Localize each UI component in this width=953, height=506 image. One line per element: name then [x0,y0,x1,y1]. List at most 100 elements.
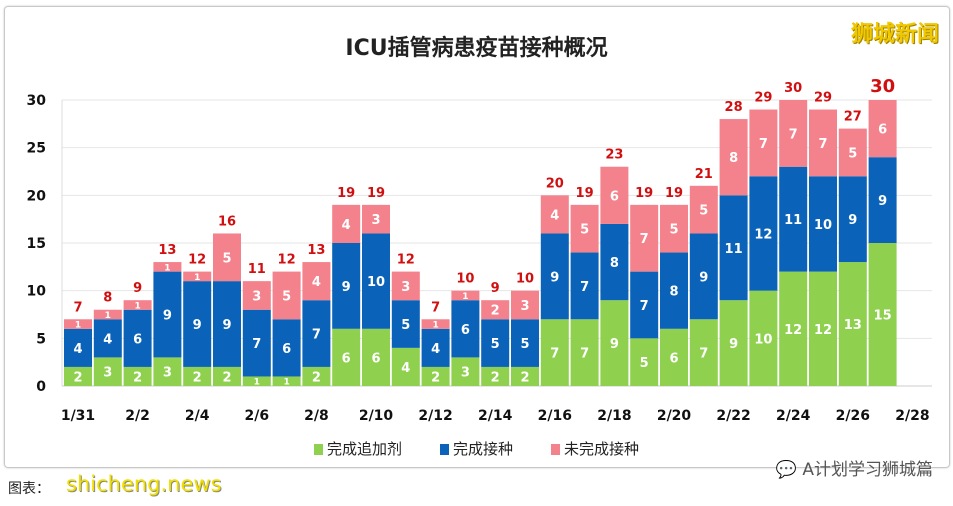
bar-segment [481,300,510,320]
bar-value-label: 7 [699,347,708,362]
bar-value-label: 3 [401,280,410,295]
total-label: 16 [218,214,236,229]
total-label: 7 [73,300,82,315]
bar-segment [64,319,92,329]
bar-value-label: 4 [401,361,410,376]
x-tick-label: 2/18 [597,408,631,424]
bar-value-label: 2 [431,370,440,385]
total-label: 13 [307,243,325,258]
bar-value-label: 5 [699,204,708,219]
bar-value-label: 6 [371,351,380,366]
bar-value-label: 8 [669,285,678,300]
legend-item-booster: 完成追加剂 [313,438,402,459]
bar-value-label: 3 [461,366,470,381]
bar-segment [451,290,480,301]
brand-logo: 狮城新闻 [850,22,939,47]
bar-segment [630,204,659,272]
bar-value-label: 1 [254,378,260,388]
total-label: 28 [725,100,743,115]
bar-segment [242,281,271,310]
x-tick-label: 2/4 [185,408,210,424]
y-tick-label: 30 [27,93,47,109]
bar-value-label: 8 [610,256,619,271]
bar-value-label: 9 [610,337,619,352]
bar-value-label: 6 [610,189,619,204]
bar-value-label: 7 [580,280,589,295]
bar-value-label: 9 [193,318,202,333]
bar-value-label: 6 [669,351,678,366]
bar-segment [540,195,569,234]
bar-segment [272,319,301,377]
bar-value-label: 1 [75,320,81,330]
bar-segment [64,366,92,386]
bar-value-label: 2 [73,370,82,385]
bar-segment [93,357,122,386]
bar-value-label: 2 [193,370,202,385]
bar-value-label: 7 [312,328,321,343]
bar-segment [868,100,897,158]
bar-segment [391,347,420,386]
bar-value-label: 1 [164,263,170,273]
bar-segment [838,176,867,263]
bar-segment [600,166,629,224]
bar-value-label: 7 [759,137,768,152]
x-tick-label: 2/22 [716,408,750,424]
bar-value-label: 2 [133,370,142,385]
bar-segment [779,166,808,272]
bar-value-label: 1 [462,292,468,302]
bar-value-label: 11 [784,213,802,228]
bar-segment [660,204,688,253]
bar-segment [511,290,539,320]
bar-segment [570,204,599,253]
bar-value-label: 4 [550,208,559,223]
bar-value-label: 1 [432,320,438,330]
bar-value-label: 1 [105,311,111,321]
bar-value-label: 6 [133,332,142,347]
bar-value-label: 4 [431,342,440,357]
x-tick-label: 2/28 [895,408,929,424]
y-tick-label: 25 [27,141,46,157]
bar-segment [540,233,569,320]
legend-swatch [313,444,323,455]
bar-value-label: 7 [789,127,798,142]
bar-segment [183,281,212,367]
bar-segment [779,271,808,386]
bar-segment [451,300,480,358]
bar-value-label: 12 [784,323,802,338]
bar-segment [332,204,361,243]
bar-segment [213,233,241,282]
legend-item-completed: 完成接种 [439,438,513,459]
bar-segment [511,319,539,367]
bar-value-label: 5 [401,318,410,333]
bar-segment [272,271,301,320]
legend-label: 未完成接种 [564,440,640,458]
total-label: 19 [576,186,594,201]
bar-segment [630,271,659,339]
total-label: 13 [158,243,176,258]
bar-value-label: 8 [729,151,738,166]
bar-segment [481,319,510,367]
bar-value-label: 2 [491,370,500,385]
bar-value-label: 6 [282,342,291,357]
bar-value-label: 3 [371,213,380,228]
bar-segment [600,300,629,386]
bar-segment [93,309,122,320]
bar-segment [213,281,241,367]
bar-segment [153,357,182,386]
bar-value-label: 11 [725,242,743,257]
bar-segment [332,243,361,329]
total-label: 10 [456,272,474,287]
bar-value-label: 4 [103,332,112,347]
legend-item-incomplete: 未完成接种 [551,438,639,459]
bar-value-label: 9 [848,213,857,228]
x-tick-label: 2/12 [418,408,452,424]
total-label: 30 [784,81,802,96]
bar-value-label: 12 [754,227,772,242]
total-label: 20 [546,176,564,191]
bar-segment [868,157,897,243]
bar-segment [749,109,778,177]
bar-segment [838,128,867,177]
bar-segment [809,176,837,272]
bar-value-label: 6 [342,351,351,366]
